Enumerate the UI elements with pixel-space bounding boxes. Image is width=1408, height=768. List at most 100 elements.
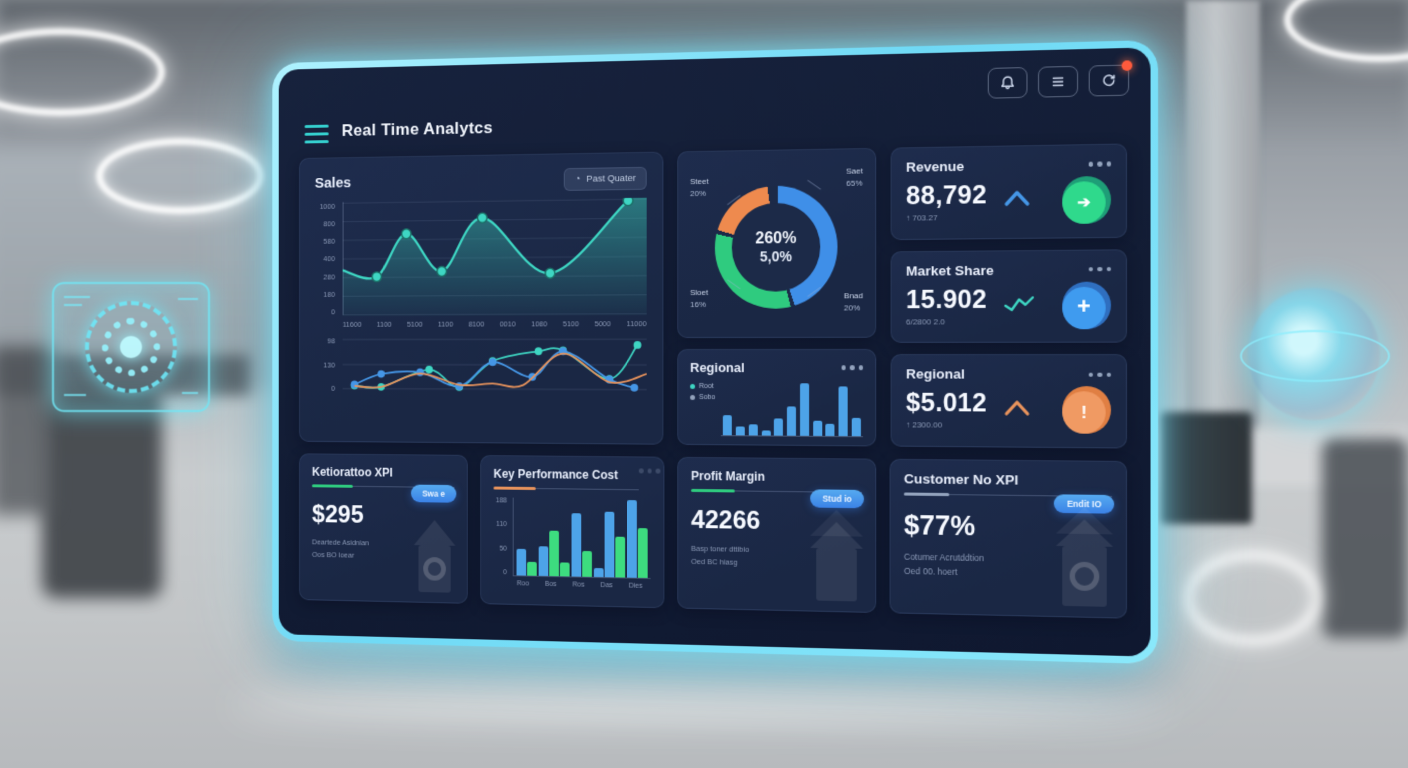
axis-tick: 0 — [331, 307, 336, 317]
axis-tick: 800 — [323, 219, 336, 229]
arrow-right-icon[interactable]: ➔ — [1062, 175, 1112, 224]
donut-center-subvalue: 5,0% — [759, 248, 792, 265]
sales-area-chart — [342, 197, 647, 316]
kpi-bar-chart — [512, 497, 651, 580]
donut-chart: 260% 5,0% — [714, 185, 838, 310]
bar — [593, 568, 604, 578]
menu-hamburger-icon[interactable] — [304, 124, 329, 144]
bar — [812, 420, 822, 436]
menu-dots-icon[interactable] — [1088, 266, 1112, 272]
revenue-card: Revenue 88,792 ↑ 703.27 — [890, 143, 1127, 240]
ceiling-light-ring — [0, 28, 165, 116]
floor-reflection — [230, 688, 1170, 722]
donut-center-value: 260% — [755, 230, 797, 248]
page-title: Real Time Analytcs — [341, 118, 493, 140]
bar — [571, 513, 582, 577]
axis-tick: 5000 — [594, 319, 611, 329]
bar — [825, 423, 835, 436]
axis-tick: 188 — [495, 497, 507, 505]
hologram-sphere — [1240, 282, 1390, 432]
menu-dots-icon[interactable] — [1088, 161, 1112, 167]
kpi-chart-title: Key Performance Cost — [493, 466, 618, 483]
kpi-title: Ketiorattoo XPI — [311, 465, 393, 480]
bar — [637, 528, 648, 578]
ghost-arrow-icon — [810, 509, 863, 602]
kpi-chart-y-axis: 188 110 50 0 — [494, 497, 509, 576]
donut-card: 260% 5,0% Saet 65% Steet 20% — [677, 147, 877, 339]
kpi-pill-button[interactable]: Swa e — [410, 484, 457, 503]
axis-tick: 8100 — [468, 319, 485, 329]
axis-tick: 130 — [323, 360, 336, 369]
kpi-pill-button[interactable]: Stud io — [810, 489, 864, 509]
past-quarter-button[interactable]: ◔ Past Quater — [564, 166, 647, 191]
axis-tick: 1100 — [437, 319, 454, 329]
screen-glow-border: Real Time Analytcs — [272, 39, 1159, 665]
axis-tick: 1080 — [531, 319, 548, 329]
axis-tick: Dies — [628, 582, 643, 590]
bar — [549, 530, 560, 577]
menu-dots-icon[interactable] — [1088, 372, 1112, 377]
axis-tick: 0 — [331, 383, 336, 393]
stat-subtext: ↑ 2300.00 — [905, 420, 943, 430]
legend-item: Root — [690, 383, 715, 390]
legend-item: Sobo — [690, 394, 715, 401]
axis-tick: 0 — [503, 569, 507, 577]
menu-dots-icon[interactable] — [638, 468, 660, 474]
stat-column: Revenue 88,792 ↑ 703.27 — [890, 143, 1127, 449]
bar — [516, 549, 527, 576]
bar — [560, 562, 571, 577]
axis-tick: 400 — [323, 254, 336, 264]
stat-value: 15.902 — [905, 284, 987, 314]
kpi-card-3: Profit Margin Stud io 42266 Basp toner d… — [677, 456, 877, 614]
axis-tick: 280 — [323, 272, 336, 282]
ceiling-light-ring — [96, 138, 264, 214]
office-window — [0, 150, 280, 390]
topbar-actions — [987, 60, 1133, 99]
bar — [799, 383, 809, 436]
bar — [774, 418, 784, 436]
list-icon[interactable] — [1038, 65, 1079, 98]
bar — [735, 426, 745, 436]
donut-callout: Steet 20% — [690, 176, 709, 199]
kpi-title: Customer No XPI — [903, 471, 1019, 488]
ceiling-light-ring — [1284, 0, 1408, 62]
office-chair — [42, 388, 162, 598]
regional-legend: Root Sobo — [690, 379, 715, 436]
bar — [604, 511, 615, 578]
axis-tick: Ros — [572, 581, 585, 589]
bell-icon[interactable] — [987, 66, 1028, 99]
bar — [723, 414, 733, 436]
office-chair — [0, 345, 54, 515]
alert-icon[interactable]: ! — [1062, 386, 1112, 435]
axis-tick: 110 — [496, 521, 507, 529]
sync-icon[interactable] — [1088, 60, 1133, 97]
kpi-card-1: Ketiorattoo XPI Swa e $295 Deartede Asid… — [299, 453, 468, 604]
stat-subtext: ↑ 703.27 — [905, 212, 938, 223]
kpi-card-4: Customer No XPI Endit IO $77% Cotumer Ac… — [889, 458, 1127, 619]
office-desk — [0, 355, 250, 395]
plus-icon[interactable]: + — [1062, 281, 1112, 329]
axis-tick: Roo — [516, 580, 530, 588]
sales-title: Sales — [314, 174, 352, 192]
bar — [538, 546, 549, 577]
axis-tick: 580 — [323, 237, 336, 246]
bar — [626, 500, 637, 578]
stat-title: Revenue — [905, 158, 965, 175]
ghost-arrow-icon — [1055, 506, 1114, 607]
sales-x-axis: 11600 1100 5100 1100 8100 0010 1080 5100 5000 110… — [343, 319, 647, 329]
dashboard-screen: Real Time Analytcs — [272, 39, 1159, 665]
menu-dots-icon[interactable] — [841, 365, 863, 371]
office-desk — [1130, 428, 1408, 486]
axis-tick: 5100 — [562, 319, 579, 329]
axis-tick: 50 — [499, 545, 507, 553]
axis-tick: 11600 — [342, 319, 362, 329]
axis-tick: 180 — [323, 289, 336, 299]
donut-callout: Saet 65% — [846, 166, 863, 188]
office-pillar — [1186, 0, 1260, 470]
stat-title: Regional — [905, 366, 965, 383]
sales-y-axis: 1000 800 580 400 280 180 0 — [315, 202, 337, 316]
axis-tick: 98 — [327, 336, 336, 346]
trend-line-chart — [342, 336, 646, 394]
bar — [615, 537, 626, 578]
bar — [527, 561, 538, 576]
